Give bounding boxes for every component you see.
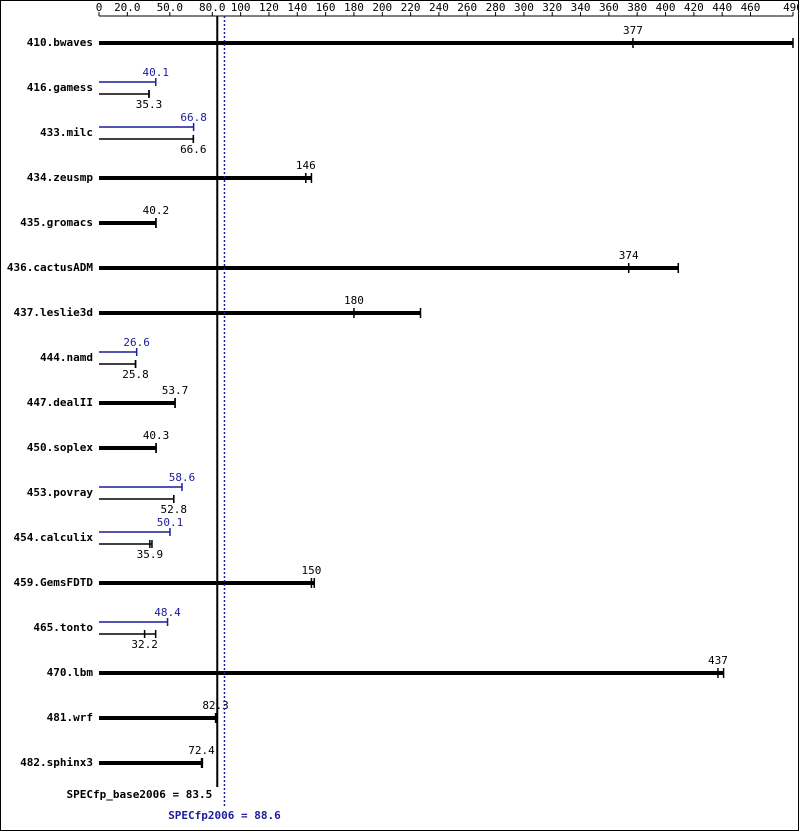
x-tick-label: 140: [287, 1, 307, 14]
x-tick-label: 300: [514, 1, 534, 14]
category-label: 437.leslie3d: [14, 306, 93, 319]
category-label: 436.cactusADM: [7, 261, 93, 274]
x-tick-label: 460: [741, 1, 761, 14]
peak-label: 58.6: [169, 471, 196, 484]
x-tick-label: 280: [486, 1, 506, 14]
base-label: 25.8: [122, 368, 149, 381]
x-tick-label: 260: [457, 1, 477, 14]
base-label: 35.3: [136, 98, 163, 111]
x-tick-label: 50.0: [157, 1, 184, 14]
category-label: 450.soplex: [27, 441, 94, 454]
peak-label: 50.1: [157, 516, 184, 529]
x-tick-label: 420: [684, 1, 704, 14]
value-label: 180: [344, 294, 364, 307]
x-tick-label: 80.0: [199, 1, 226, 14]
x-tick-label: 100: [231, 1, 251, 14]
base-label: 66.6: [180, 143, 207, 156]
x-tick-label: 200: [372, 1, 392, 14]
value-label: 437: [708, 654, 728, 667]
category-label: 434.zeusmp: [27, 171, 94, 184]
peak-label: 26.6: [123, 336, 150, 349]
peak-label: 48.4: [154, 606, 181, 619]
x-tick-label: 340: [571, 1, 591, 14]
x-tick-label: 0: [96, 1, 103, 14]
base-mean-label: SPECfp_base2006 = 83.5: [67, 788, 213, 801]
category-label: 433.milc: [40, 126, 93, 139]
value-label: 377: [623, 24, 643, 37]
value-label: 40.3: [143, 429, 170, 442]
value-label: 150: [302, 564, 322, 577]
base-label: 35.9: [137, 548, 164, 561]
x-tick-label: 120: [259, 1, 279, 14]
x-tick-label: 490: [783, 1, 799, 14]
category-label: 416.gamess: [27, 81, 93, 94]
value-label: 374: [619, 249, 639, 262]
x-tick-label: 360: [599, 1, 619, 14]
peak-mean-label: SPECfp2006 = 88.6: [168, 809, 281, 822]
category-label: 447.dealII: [27, 396, 93, 409]
category-label: 453.povray: [27, 486, 94, 499]
peak-label: 40.1: [143, 66, 170, 79]
category-label: 410.bwaves: [27, 36, 93, 49]
x-tick-label: 400: [656, 1, 676, 14]
category-label: 435.gromacs: [20, 216, 93, 229]
category-label: 470.lbm: [47, 666, 94, 679]
category-label: 482.sphinx3: [20, 756, 93, 769]
x-tick-label: 20.0: [114, 1, 141, 14]
x-tick-label: 180: [344, 1, 364, 14]
value-label: 82.3: [202, 699, 229, 712]
value-label: 146: [296, 159, 316, 172]
category-label: 465.tonto: [33, 621, 93, 634]
x-tick-label: 320: [542, 1, 562, 14]
peak-label: 66.8: [180, 111, 207, 124]
base-label: 32.2: [131, 638, 158, 651]
value-label: 53.7: [162, 384, 189, 397]
x-tick-label: 440: [712, 1, 732, 14]
category-label: 454.calculix: [14, 531, 94, 544]
category-label: 444.namd: [40, 351, 93, 364]
x-tick-label: 160: [316, 1, 336, 14]
value-label: 40.2: [143, 204, 170, 217]
value-label: 72.4: [188, 744, 215, 757]
category-label: 481.wrf: [47, 711, 93, 724]
category-label: 459.GemsFDTD: [14, 576, 94, 589]
x-tick-label: 380: [627, 1, 647, 14]
x-tick-label: 240: [429, 1, 449, 14]
x-tick-label: 220: [401, 1, 421, 14]
base-label: 52.8: [161, 503, 188, 516]
